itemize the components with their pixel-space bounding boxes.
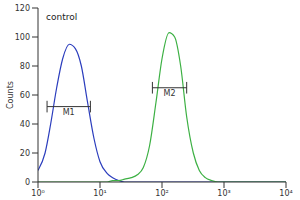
svg-text:0: 0 bbox=[25, 178, 30, 187]
svg-text:10¹: 10¹ bbox=[93, 189, 106, 198]
svg-text:60: 60 bbox=[20, 91, 30, 100]
svg-text:M1: M1 bbox=[63, 108, 75, 117]
svg-text:10³: 10³ bbox=[217, 189, 230, 198]
svg-text:20: 20 bbox=[20, 149, 30, 158]
svg-text:10²: 10² bbox=[155, 189, 168, 198]
svg-text:100: 100 bbox=[15, 33, 30, 42]
svg-text:40: 40 bbox=[20, 120, 30, 129]
svg-text:10⁴: 10⁴ bbox=[279, 189, 292, 198]
svg-text:120: 120 bbox=[15, 4, 30, 13]
svg-text:Counts: Counts bbox=[8, 81, 15, 109]
svg-text:80: 80 bbox=[20, 62, 30, 71]
html-text:control: control bbox=[46, 12, 78, 22]
svg-text:M2: M2 bbox=[164, 89, 176, 98]
svg-text:10⁰: 10⁰ bbox=[31, 189, 44, 198]
